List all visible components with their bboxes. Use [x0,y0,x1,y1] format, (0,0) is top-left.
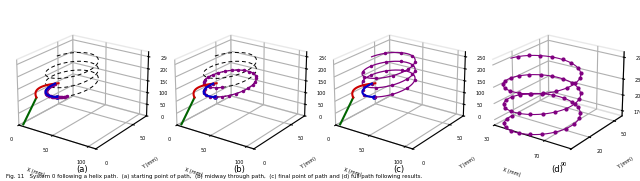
Text: (d): (d) [551,165,563,174]
X-axis label: X (mm): X (mm) [343,167,362,177]
Text: (c): (c) [393,165,404,174]
Y-axis label: Y (mm): Y (mm) [617,155,634,170]
Text: Fig. 11   System 0 following a helix path.  (a) starting point of path,  (b) mid: Fig. 11 System 0 following a helix path.… [6,174,422,179]
Y-axis label: Y (mm): Y (mm) [458,155,476,170]
X-axis label: X (mm): X (mm) [502,167,521,177]
Text: (a): (a) [76,165,88,174]
Y-axis label: Y (mm): Y (mm) [300,155,317,170]
Y-axis label: Y (mm): Y (mm) [141,155,159,170]
X-axis label: X (mm): X (mm) [184,167,204,177]
X-axis label: X (mm): X (mm) [26,167,45,177]
Text: (b): (b) [234,165,246,174]
